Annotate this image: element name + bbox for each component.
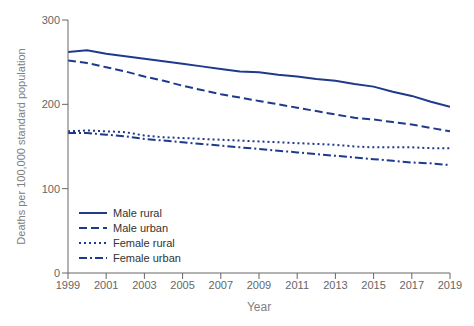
svg-text:100: 100	[42, 183, 60, 195]
svg-text:0: 0	[54, 267, 60, 279]
svg-text:2017: 2017	[400, 279, 424, 291]
svg-text:2001: 2001	[94, 279, 118, 291]
svg-text:2013: 2013	[323, 279, 347, 291]
svg-text:2005: 2005	[170, 279, 194, 291]
svg-text:2009: 2009	[247, 279, 271, 291]
html-text:Female urban: Female urban	[113, 251, 181, 264]
svg-text:Year: Year	[247, 300, 271, 314]
html-text:Male rural: Male rural	[113, 206, 162, 219]
svg-text:2019: 2019	[438, 279, 462, 291]
svg-text:1999: 1999	[56, 279, 80, 291]
svg-text:300: 300	[42, 14, 60, 26]
svg-text:2003: 2003	[132, 279, 156, 291]
svg-text:2007: 2007	[209, 279, 233, 291]
html-text:Female rural: Female rural	[113, 236, 175, 249]
html-text:Male urban: Male urban	[113, 221, 168, 234]
svg-text:2015: 2015	[361, 279, 385, 291]
svg-text:Deaths per 100,000 standard po: Deaths per 100,000 standard population	[15, 48, 27, 244]
svg-text:200: 200	[42, 98, 60, 110]
svg-text:2011: 2011	[285, 279, 309, 291]
